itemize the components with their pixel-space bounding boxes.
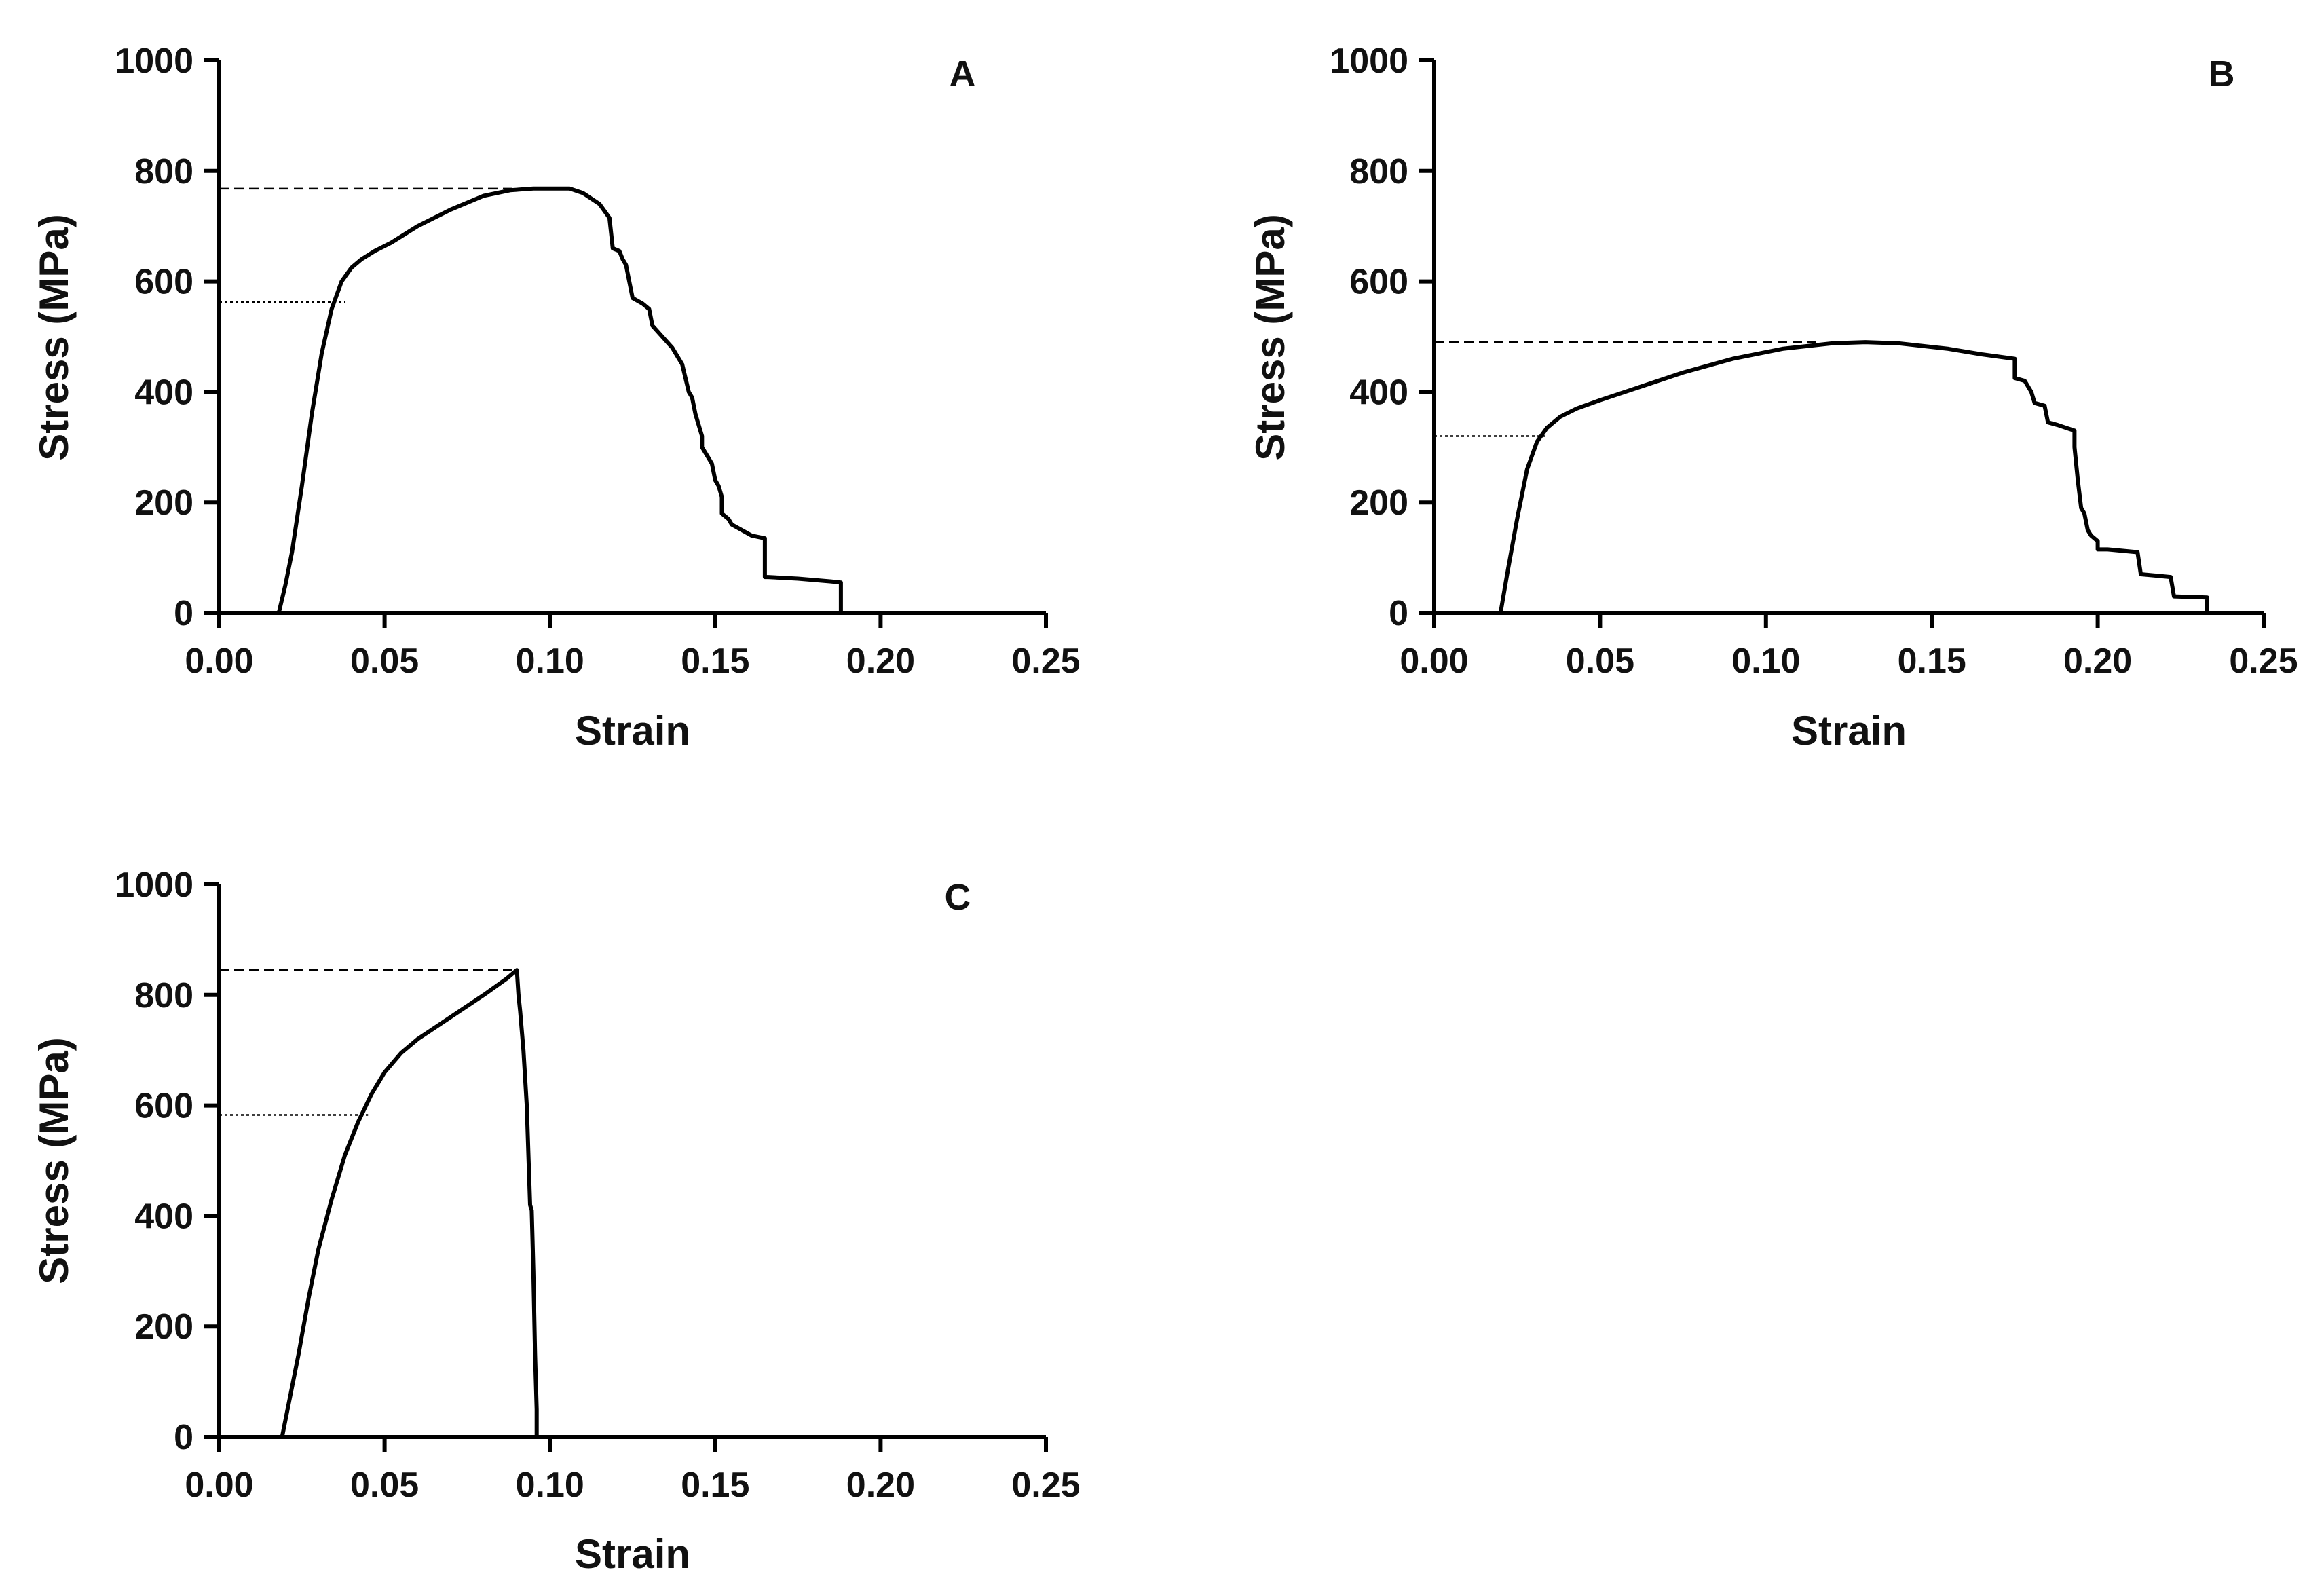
y-tick-label: 0 [174, 594, 193, 633]
x-tick-label: 0.10 [516, 641, 584, 681]
x-tick-label: 0.25 [2229, 641, 2298, 681]
x-tick-label: 0.10 [1731, 641, 1800, 681]
x-tick-label: 0.15 [1898, 641, 1966, 681]
x-tick-label: 0.00 [1400, 641, 1468, 681]
y-tick-label: 200 [1349, 483, 1408, 523]
x-axis-title: Strain [575, 708, 690, 753]
y-tick-label: 800 [1349, 152, 1408, 191]
panel-b: B Strain Stress (MPa) 0 200 400 600 800 1000 0… [1248, 41, 2298, 753]
stress-strain-curve [276, 186, 843, 614]
x-tick-label: 0.15 [681, 641, 749, 681]
x-tick-label: 0.00 [185, 1465, 253, 1505]
y-tick-label: 600 [134, 1087, 193, 1126]
x-tick-label: 0.20 [846, 1465, 915, 1505]
stress-strain-curve [219, 968, 1046, 1439]
x-tick-label: 0.25 [1011, 1465, 1080, 1505]
x-tick-label: 0.10 [516, 1465, 584, 1505]
panel-c: C Strain Stress (MPa) 0 200 400 600 800 1000 0… [31, 865, 1081, 1577]
y-axis-title: Stress (MPa) [31, 1037, 77, 1284]
y-tick-label: 1000 [115, 865, 193, 905]
x-tick-label: 0.20 [846, 641, 915, 681]
panel-label-b: B [2209, 54, 2235, 94]
x-tick-label: 0.05 [1566, 641, 1634, 681]
y-tick-label: 0 [174, 1418, 193, 1457]
y-tick-label: 600 [134, 263, 193, 302]
y-axis-title: Stress (MPa) [1248, 214, 1293, 460]
y-tick-label: 600 [1349, 263, 1408, 302]
x-axis-title: Strain [575, 1531, 690, 1577]
y-tick-label: 0 [1389, 594, 1408, 633]
x-axis-title: Strain [1791, 708, 1907, 753]
panel-label-c: C [945, 877, 971, 918]
y-tick-label: 400 [1349, 373, 1408, 412]
y-tick-label: 1000 [1330, 41, 1408, 81]
y-tick-label: 800 [134, 152, 193, 191]
y-tick-label: 200 [134, 1307, 193, 1347]
y-tick-label: 200 [134, 483, 193, 523]
y-tick-label: 400 [134, 373, 193, 412]
x-tick-label: 0.05 [350, 1465, 419, 1505]
y-tick-label: 1000 [115, 41, 193, 81]
y-tick-label: 400 [134, 1197, 193, 1236]
x-tick-label: 0.05 [350, 641, 419, 681]
x-tick-label: 0.20 [2063, 641, 2132, 681]
x-tick-label: 0.25 [1011, 641, 1080, 681]
panel-label-a: A [950, 54, 976, 94]
stress-strain-curve [1434, 340, 2264, 615]
y-axis-title: Stress (MPa) [31, 214, 77, 460]
y-tick-label: 800 [134, 976, 193, 1015]
panel-a: A Strain Stress (MPa) 0 200 400 600 800 1000 0… [31, 41, 1081, 753]
x-tick-label: 0.00 [185, 641, 253, 681]
x-tick-label: 0.15 [681, 1465, 749, 1505]
